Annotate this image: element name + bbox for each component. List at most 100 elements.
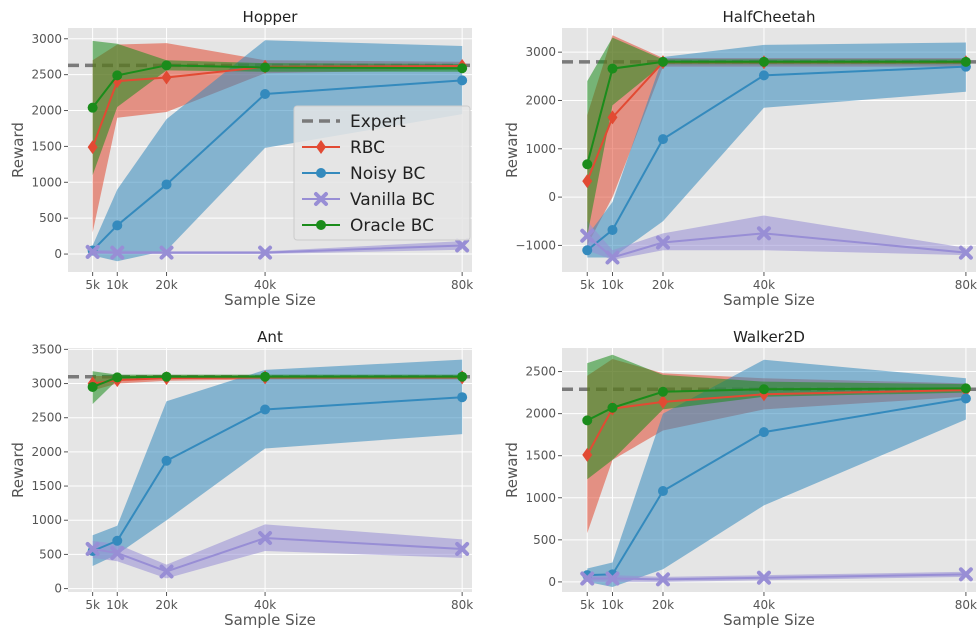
point-noisy-bc — [457, 392, 468, 403]
point-oracle-bc — [607, 63, 618, 74]
point-vanilla-bc — [85, 541, 100, 556]
y-tick-label: 2000 — [31, 445, 62, 459]
point-vanilla-bc — [85, 244, 100, 259]
point-noisy-bc — [260, 89, 271, 100]
band-rbc — [92, 43, 463, 233]
panel-hopper: Hopper 0 500 1000 1500 2000 2500 3000 5k 10k 20k 40… — [9, 8, 473, 309]
y-tick-label: 1500 — [525, 449, 556, 463]
point-vanilla-bc — [258, 245, 273, 260]
y-tick-label: 0 — [54, 247, 62, 261]
point-oracle-bc — [960, 383, 971, 394]
point-vanilla-bc — [655, 235, 670, 250]
y-axis-label: Reward — [9, 122, 27, 178]
point-noisy-bc — [657, 134, 668, 145]
legend-label: Expert — [350, 112, 406, 132]
point-noisy-bc — [260, 404, 271, 415]
panel-ant: Ant 0 500 1000 1500 2000 2500 3000 3500 5k 10k 20k 4… — [9, 328, 473, 629]
x-tick-label: 80k — [955, 278, 977, 292]
x-axis-label: Sample Size — [723, 611, 815, 629]
point-vanilla-bc — [159, 564, 174, 579]
y-axis-label: Reward — [503, 122, 521, 178]
point-vanilla-bc — [580, 228, 595, 243]
y-tick-label: 1000 — [525, 491, 556, 505]
y-tick-label: 1000 — [31, 513, 62, 527]
point-vanilla-bc — [455, 541, 470, 556]
point-vanilla-bc — [580, 571, 595, 586]
y-tick-label: 500 — [533, 533, 556, 547]
point-noisy-bc — [758, 427, 769, 438]
y-tick-label: 3000 — [31, 32, 62, 46]
y-tick-label: 3000 — [31, 377, 62, 391]
panel-walker2d: Walker2D 0 500 1000 1500 2000 2500 5k 10k 20k 40k 8… — [503, 328, 977, 629]
point-oracle-bc — [87, 102, 98, 113]
x-tick-label: 80k — [451, 598, 473, 612]
x-tick-label: 10k — [106, 598, 128, 612]
band-noisy-bc — [587, 359, 966, 587]
x-tick-label: 40k — [254, 278, 276, 292]
point-oracle-bc — [758, 56, 769, 67]
chart-title: Ant — [257, 328, 283, 346]
y-tick-label: −1000 — [515, 238, 556, 252]
y-tick-label: 2000 — [525, 93, 556, 107]
point-vanilla-bc — [756, 226, 771, 241]
point-oracle-bc — [112, 372, 123, 383]
point-noisy-bc — [758, 70, 769, 81]
x-tick-label: 10k — [601, 598, 623, 612]
point-vanilla-bc — [258, 531, 273, 546]
point-vanilla-bc — [958, 245, 973, 260]
y-tick-label: 2500 — [525, 365, 556, 379]
band-vanilla-bc — [587, 215, 966, 260]
point-oracle-bc — [582, 415, 593, 426]
point-vanilla-bc — [655, 572, 670, 587]
y-tick-label: 1500 — [31, 479, 62, 493]
point-oracle-bc — [457, 63, 468, 74]
point-oracle-bc — [960, 56, 971, 67]
point-oracle-bc — [161, 60, 172, 71]
point-rbc — [607, 110, 618, 125]
point-vanilla-bc — [455, 238, 470, 253]
band-oracle-bc — [587, 37, 966, 236]
band-noisy-bc — [92, 40, 463, 262]
point-noisy-bc — [582, 245, 593, 256]
legend-marker-oracle-bc — [316, 220, 326, 230]
point-oracle-bc — [457, 371, 468, 382]
legend-label: Oracle BC — [350, 216, 434, 236]
point-oracle-bc — [260, 371, 271, 382]
y-tick-label: 0 — [548, 190, 556, 204]
x-tick-label: 40k — [753, 278, 775, 292]
legend-marker-noisy-bc — [316, 168, 326, 178]
point-noisy-bc — [960, 393, 971, 404]
band-vanilla-bc — [92, 241, 463, 255]
y-tick-label: 1000 — [31, 175, 62, 189]
legend-marker-rbc — [316, 140, 326, 154]
point-oracle-bc — [607, 402, 618, 413]
chart-title: Hopper — [243, 8, 299, 26]
x-tick-label: 5k — [580, 598, 595, 612]
point-rbc — [87, 140, 98, 155]
plot-area — [68, 359, 472, 579]
point-vanilla-bc — [756, 570, 771, 585]
point-oracle-bc — [582, 159, 593, 170]
x-tick-label: 20k — [155, 598, 177, 612]
x-tick-label: 20k — [652, 278, 674, 292]
y-tick-label: 0 — [54, 582, 62, 596]
y-tick-label: 2000 — [525, 407, 556, 421]
legend: Expert RBC Noisy BC Vanilla BC Oracle BC — [293, 105, 471, 241]
point-noisy-bc — [457, 75, 468, 86]
x-tick-label: 5k — [85, 278, 100, 292]
point-vanilla-bc — [159, 245, 174, 260]
point-vanilla-bc — [605, 571, 620, 586]
point-oracle-bc — [112, 70, 123, 81]
point-oracle-bc — [657, 386, 668, 397]
chart-title: HalfCheetah — [723, 8, 816, 26]
y-tick-label: 2500 — [31, 68, 62, 82]
plot-area — [68, 40, 472, 262]
x-tick-label: 5k — [85, 598, 100, 612]
y-tick-label: 1000 — [525, 142, 556, 156]
point-rbc — [657, 394, 668, 409]
point-oracle-bc — [260, 62, 271, 73]
band-oracle-bc — [587, 354, 966, 480]
y-tick-label: 2500 — [31, 411, 62, 425]
legend-label: Vanilla BC — [350, 190, 435, 210]
legend-box — [293, 105, 471, 241]
